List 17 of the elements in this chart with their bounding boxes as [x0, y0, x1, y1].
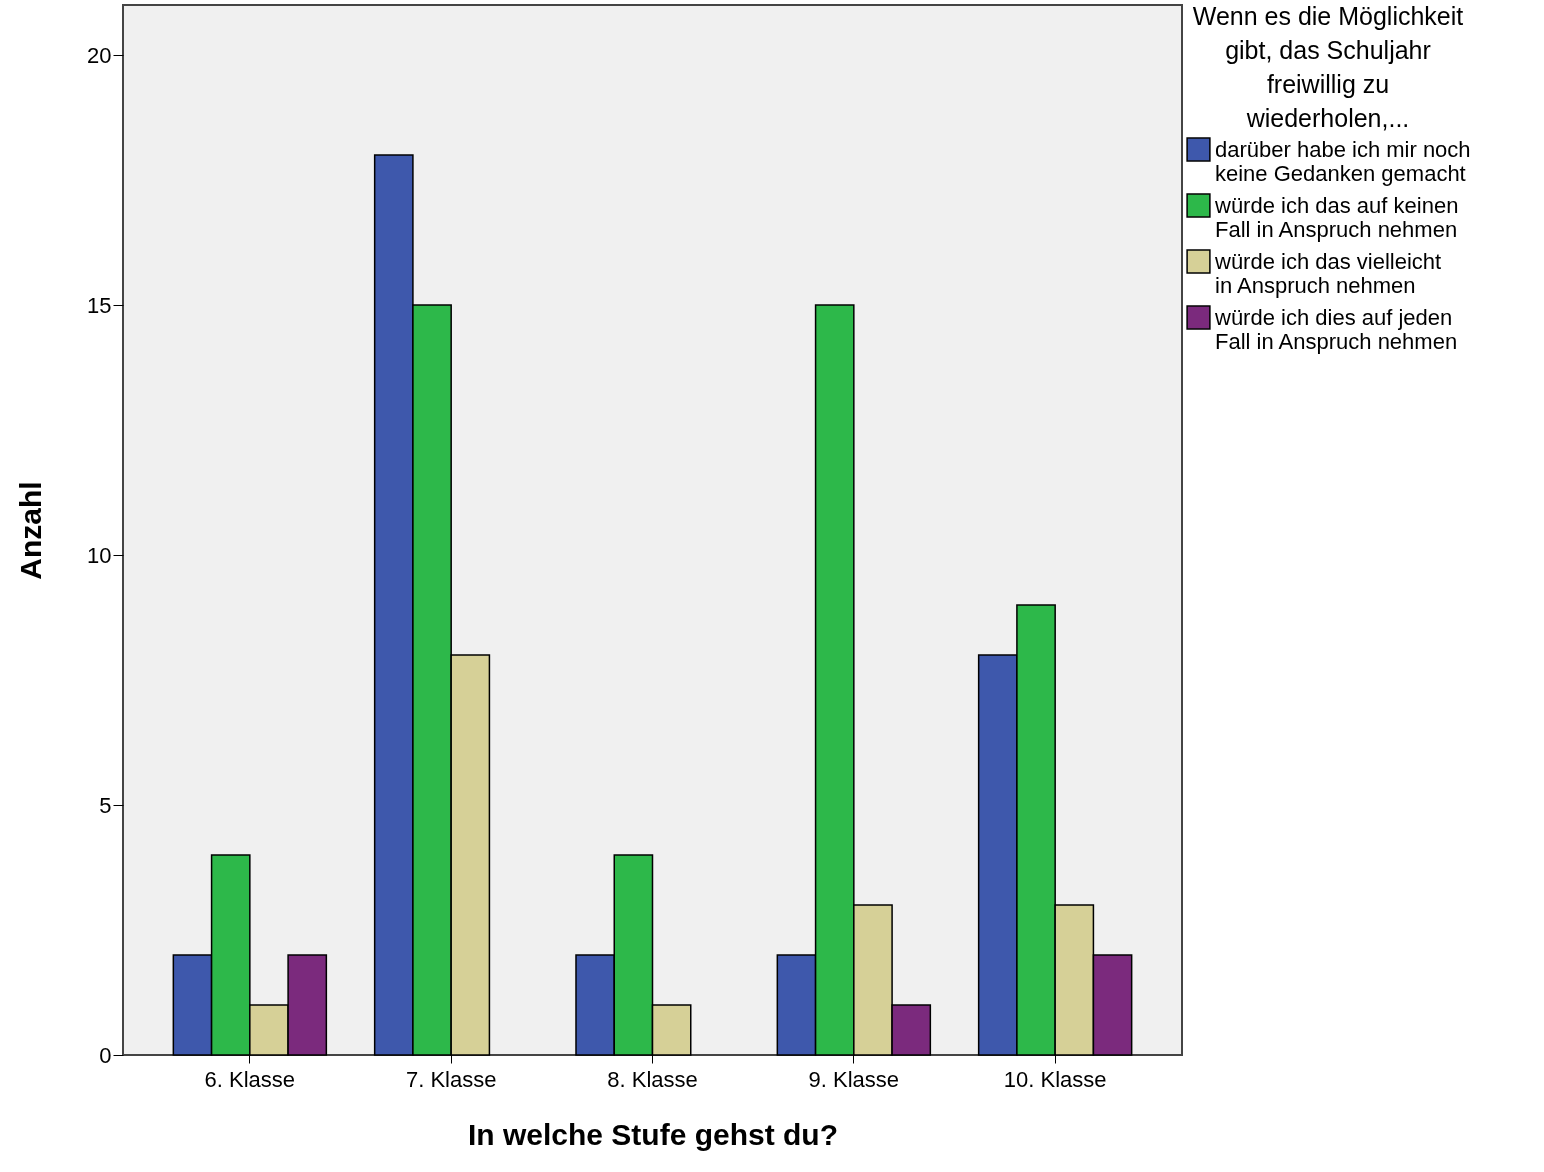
legend-label: würde ich dies auf jeden Fall in Anspruch nehmen	[1214, 304, 1458, 354]
x-tick-label: 10. Klasse	[1003, 1066, 1107, 1092]
x-tick-label: 8. Klasse	[607, 1066, 698, 1092]
y-tick-label: 20	[87, 42, 112, 68]
y-tick-label: 10	[87, 542, 112, 568]
legend-title: Wenn es die Möglichkeit gibt, das Schuljahr freiwillig zu wiederholen,...	[1192, 2, 1464, 132]
legend-label: darüber habe ich mir noch keine Gedanken gemacht	[1215, 136, 1471, 186]
legend-label: würde ich das vielleicht in Anspruch nehmen	[1214, 248, 1442, 298]
y-tick-label: 0	[99, 1042, 112, 1068]
x-tick-label: 7. Klasse	[405, 1066, 497, 1092]
x-tick-label: 9. Klasse	[808, 1066, 900, 1092]
y-tick-label: 15	[87, 292, 112, 318]
x-axis-title: In welche Stufe gehst du?	[467, 1117, 839, 1151]
y-tick-label: 5	[99, 792, 112, 818]
legend-label: würde ich das auf keinen Fall in Anspruch nehmen	[1214, 192, 1459, 242]
y-axis-title: Anzahl	[14, 481, 48, 580]
x-tick-label: 6. Klasse	[204, 1066, 296, 1092]
